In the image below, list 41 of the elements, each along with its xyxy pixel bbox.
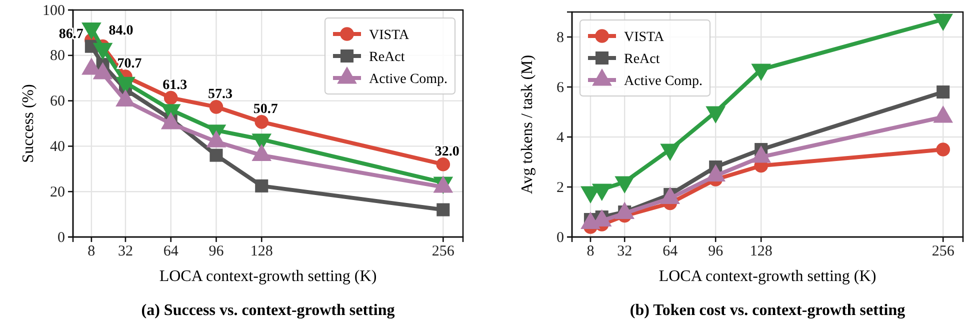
x-tick-label: 96 xyxy=(208,244,224,260)
y-tick-label: 60 xyxy=(50,94,65,110)
x-tick-label: 128 xyxy=(750,244,772,260)
x-tick-label: 64 xyxy=(163,244,179,260)
data-label: 32.0 xyxy=(434,144,460,160)
legend-label: VISTA xyxy=(624,30,665,45)
y-axis-title: Avg tokens / task (M) xyxy=(519,54,536,194)
y-tick-label: 20 xyxy=(50,184,65,200)
y-tick-label: 2 xyxy=(556,180,564,196)
text: (b) Token cost vs. context-growth setting xyxy=(630,302,906,319)
y-tick-label: 6 xyxy=(556,80,564,96)
x-tick-label: 32 xyxy=(617,244,632,260)
y-tick-label: 4 xyxy=(556,130,564,146)
y-tick-label: 100 xyxy=(42,2,65,19)
x-tick-label: 64 xyxy=(662,244,678,260)
text: (a) Success vs. context-growth setting xyxy=(141,302,395,319)
y-axis-title: Success (%) xyxy=(20,84,37,163)
x-tick-label: 128 xyxy=(250,244,273,260)
legend-label: ReAct xyxy=(369,50,405,65)
x-tick-label: 96 xyxy=(708,244,724,260)
legend-label: Active Comp. xyxy=(369,72,448,87)
data-label: 70.7 xyxy=(117,56,142,72)
x-axis-title: LOCA context-growth setting (K) xyxy=(658,268,876,285)
x-tick-label: 256 xyxy=(432,244,455,260)
y-tick-label: 80 xyxy=(50,48,65,64)
y-tick-label: 0 xyxy=(58,230,65,246)
y-tick-label: 40 xyxy=(50,139,65,155)
data-label: 84.0 xyxy=(108,23,134,38)
legend-label: VISTA xyxy=(369,28,410,43)
x-tick-label: 8 xyxy=(586,244,594,260)
data-label: 61.3 xyxy=(162,78,188,93)
y-tick-label: 8 xyxy=(556,30,564,46)
y-tick-label: 0 xyxy=(556,230,564,246)
data-label: 57.3 xyxy=(208,86,232,102)
x-tick-label: 8 xyxy=(88,244,96,260)
legend-label: ReAct xyxy=(624,52,660,67)
x-tick-label: 32 xyxy=(118,244,133,260)
data-label: 50.7 xyxy=(253,102,278,117)
legend-label: Active Comp. xyxy=(624,74,703,89)
x-axis-title: LOCA context-growth setting (K) xyxy=(159,268,377,285)
x-tick-label: 256 xyxy=(932,244,955,260)
